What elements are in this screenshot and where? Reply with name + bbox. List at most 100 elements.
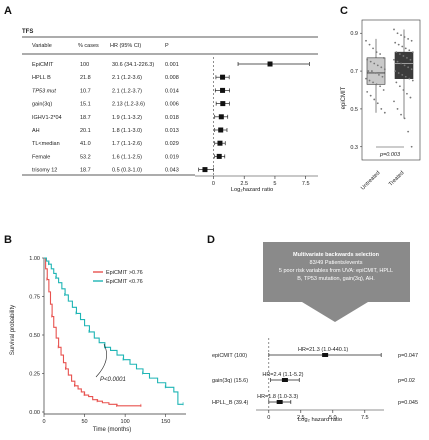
boxplot-plot: 0.3 0.5 0.7 0.9 p=0.003 xyxy=(350,19,421,161)
callout-line: 83/49 Patients/events xyxy=(310,260,363,266)
boxplot-point xyxy=(373,98,376,101)
boxplot-category-treated: Treated xyxy=(388,170,406,188)
boxplot-point xyxy=(393,58,395,61)
forest-a-point xyxy=(202,167,208,173)
boxplot-point xyxy=(401,73,404,76)
boxplot-point xyxy=(367,70,370,72)
km-ytick-label: 0.75 xyxy=(29,295,40,301)
forest-a-xtick-label: 0 xyxy=(212,181,215,187)
boxplot-point xyxy=(379,85,382,88)
boxplot-point xyxy=(400,34,402,37)
boxplot-point xyxy=(382,56,385,59)
boxplot-point xyxy=(402,55,405,57)
forest-a-variable: TL<median xyxy=(32,141,60,147)
callout-line: Multivariate backwards selection xyxy=(293,252,380,258)
km-legend-label: EpiCMIT >0.76 xyxy=(106,270,143,276)
boxplot-point xyxy=(407,66,410,69)
panel-a-title: TFS xyxy=(22,29,33,35)
boxplot-point xyxy=(393,100,395,103)
forest-a-xlabel: Log₂hazard ratio xyxy=(231,187,274,193)
col-hr-header: HR (95% CI) xyxy=(110,43,141,49)
boxplot-point xyxy=(394,41,397,44)
boxplot-ytick-label: 0.3 xyxy=(350,145,358,151)
km-curve-low xyxy=(44,257,184,405)
forest-a-variable: AH xyxy=(32,128,40,134)
boxplot-point xyxy=(406,92,408,95)
boxplot-point xyxy=(380,108,383,110)
col-variable-header: Variable xyxy=(32,43,52,49)
boxplot-point xyxy=(409,58,412,61)
km-ytick-label: 1.00 xyxy=(29,256,40,262)
forest-a-point xyxy=(218,114,224,120)
panel-c-letter: C xyxy=(340,5,348,17)
forest-a-hr-text: 1.7 (1.1-2.6) xyxy=(112,141,142,147)
forest-a-cases: 15.1 xyxy=(80,102,91,108)
forest-a-hr-text: 2.1 (1.2-3.6) xyxy=(112,75,142,81)
boxplot-point xyxy=(369,60,372,63)
km-xtick-label: 50 xyxy=(82,419,88,425)
boxplot-point xyxy=(380,66,383,69)
boxplot-point xyxy=(410,145,413,148)
forest-a-cases: 53.2 xyxy=(80,154,91,160)
forest-d-xtick-label: 5.0 xyxy=(329,415,337,421)
boxplot-point xyxy=(393,28,395,31)
boxplot-point xyxy=(398,85,401,88)
km-plot: 0.00 0.25 0.50 0.75 1.00 0 50 100 150 EpiCMIT >0.… xyxy=(29,256,186,425)
forest-a-variable: trisomy 12 xyxy=(32,168,57,174)
forest-a-point xyxy=(220,101,226,107)
boxplot-point xyxy=(400,62,402,65)
forest-a-variable: IGHV1-2*04 xyxy=(32,115,62,121)
forest-a-point xyxy=(216,153,222,159)
forest-a-cases: 20.1 xyxy=(80,128,91,134)
boxplot-point xyxy=(370,70,373,72)
forest-a-hr-text: 1.9 (1.1-3.2) xyxy=(112,115,142,121)
forest-d-hr-label: HR=21.3 (1.0-440.1) xyxy=(298,347,348,353)
forest-a-variable: HPLL B xyxy=(32,75,51,81)
forest-a-variable: EpiCMIT xyxy=(32,62,54,68)
forest-d-xtick-label: 2.5 xyxy=(297,415,305,421)
forest-a-variable: Female xyxy=(32,154,50,160)
forest-d-variable: gain(3q) (15.6) xyxy=(212,378,248,384)
boxplot-point xyxy=(366,90,369,93)
boxplot-point xyxy=(403,117,406,120)
boxplot-point xyxy=(366,58,369,61)
boxplot-ytick-label: 0.5 xyxy=(350,107,358,113)
km-ylabel: Survival probability xyxy=(10,305,16,355)
panel-d-letter: D xyxy=(207,234,215,246)
forest-a-pvalue: 0.006 xyxy=(165,102,179,108)
forest-a-pvalue: 0.019 xyxy=(165,154,179,160)
km-xlabel: Time (months) xyxy=(93,427,131,433)
km-legend-label: EpiCMIT <0.76 xyxy=(106,279,143,285)
boxplot-ylabel: epiCMIT xyxy=(341,86,347,109)
forest-a-rows: EpiCMIT 100 30.6 (34.1-226.3) 0.001 HPLL B 21… xyxy=(32,61,310,174)
forest-a-cases: 18.7 xyxy=(80,115,91,121)
callout-arrow-box xyxy=(263,242,410,322)
forest-a-variable: TP53 mut xyxy=(32,88,56,94)
forest-a-pvalue: 0.014 xyxy=(165,88,179,94)
boxplot-point xyxy=(376,102,379,105)
forest-a-xtick-label: 2.5 xyxy=(240,181,248,187)
boxplot-point xyxy=(381,75,384,78)
boxplot-point xyxy=(365,39,367,42)
forest-a-hr-text: 30.6 (34.1-226.3) xyxy=(112,62,154,68)
boxplot-point xyxy=(396,60,399,63)
boxplot-point xyxy=(365,77,367,80)
boxplot-point xyxy=(398,53,401,55)
boxplot-point xyxy=(404,75,407,78)
forest-d-point xyxy=(281,378,288,382)
boxplot-point xyxy=(401,45,404,48)
boxplot-point xyxy=(379,53,382,55)
callout-line: 5 poor risk variables from UVA: epiCMIT,… xyxy=(279,268,393,274)
boxplot-point xyxy=(400,113,402,116)
boxplot-point xyxy=(395,51,398,54)
boxplot-point xyxy=(382,89,385,91)
boxplot-point xyxy=(402,89,405,91)
forest-d-point xyxy=(322,353,329,357)
km-curve-high xyxy=(44,257,142,407)
forest-a-cases: 10.7 xyxy=(80,88,91,94)
forest-a-cases: 21.8 xyxy=(80,75,91,81)
forest-a-pvalue: 0.001 xyxy=(165,62,179,68)
boxplot-point xyxy=(394,70,397,72)
boxplot-point xyxy=(376,64,379,67)
boxplot-ytick-label: 0.7 xyxy=(350,69,358,75)
